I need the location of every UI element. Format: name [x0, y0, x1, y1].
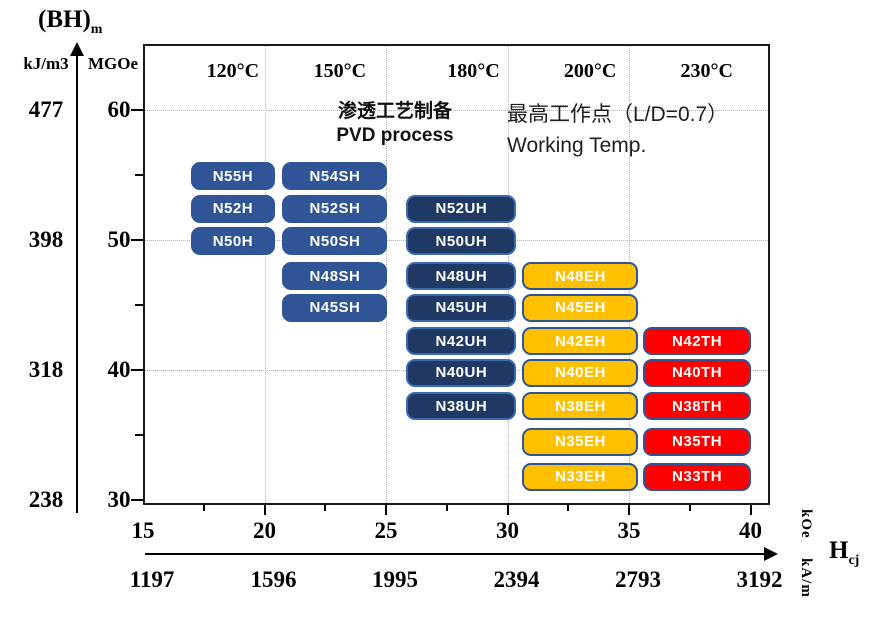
- y-tick-label-mgoe: 40: [107, 357, 131, 382]
- y-minor-tick: [135, 304, 143, 306]
- grade-badge: N48EH: [522, 262, 639, 291]
- y-axis-arrowhead-icon: [70, 42, 84, 56]
- grade-badge: N42UH: [406, 327, 517, 356]
- x-axis-arrowhead-icon: [764, 547, 778, 561]
- x-minor-tick: [202, 505, 205, 511]
- y-tick-label-kjm3: 238: [28, 487, 64, 512]
- grade-badge: N35EH: [522, 427, 639, 456]
- grade-badge: N40EH: [522, 358, 639, 387]
- grade-badge: N40UH: [406, 358, 517, 387]
- grade-badge: N38TH: [643, 392, 752, 421]
- y-axis-arrow-line: [76, 54, 78, 513]
- annotation-working-temp: 最高工作点（L/D=0.7） Working Temp.: [507, 99, 777, 161]
- grade-badge: N45SH: [282, 293, 388, 322]
- y-minor-tick: [135, 434, 143, 436]
- annotation-pvd-cn: 渗透工艺制备: [337, 101, 452, 122]
- y-tick-label-kjm3: 477: [28, 97, 64, 122]
- x-tick-label-koe: 20: [253, 518, 276, 543]
- annotation-pvd-process: 渗透工艺制备 PVD process: [299, 100, 491, 148]
- grade-badge: N33TH: [643, 462, 752, 491]
- temp-column-header: 200°C: [563, 60, 617, 82]
- grade-badge: N38UH: [406, 392, 517, 421]
- x-major-tick: [385, 505, 387, 515]
- y-tick-label-mgoe: 60: [107, 97, 131, 122]
- x-tick-label-koe: 25: [374, 518, 398, 543]
- x-tick-label-kam: 1197: [129, 567, 175, 592]
- x-tick-label-kam: 1596: [250, 567, 297, 592]
- x-tick-label-koe: 30: [496, 518, 519, 543]
- y-tick-label-kjm3: 318: [28, 357, 64, 382]
- grade-badge: N45EH: [522, 293, 639, 322]
- temp-column-header: 150°C: [313, 60, 367, 82]
- grade-badge: N48SH: [282, 262, 388, 291]
- x-tick-label-kam: 2793: [615, 567, 661, 592]
- y-major-tick: [131, 109, 143, 111]
- horizontal-gridline: [143, 110, 770, 111]
- x-axis-unit-koe: kOe: [798, 509, 814, 539]
- grade-badge: N50SH: [282, 227, 388, 256]
- grade-badge: N54SH: [282, 162, 388, 191]
- grade-badge: N35TH: [643, 427, 752, 456]
- plot-area: [143, 44, 770, 505]
- x-major-tick: [506, 505, 509, 515]
- x-tick-label-kam: 1995: [372, 567, 418, 592]
- grade-badge: N45UH: [406, 293, 517, 322]
- y-axis-title-main: (BH): [38, 6, 91, 33]
- annotation-working-en: Working Temp.: [507, 134, 647, 157]
- x-axis-title-sub: cj: [848, 553, 860, 568]
- temp-column-header: 120°C: [206, 60, 260, 82]
- y-axis-title-sub: m: [90, 22, 103, 37]
- grade-badge: N42EH: [522, 327, 639, 356]
- grade-badge: N52SH: [282, 194, 388, 223]
- x-tick-label-kam: 2394: [493, 567, 540, 592]
- x-major-tick: [628, 505, 630, 515]
- y-axis-unit-mgoe: MGOe: [87, 54, 139, 73]
- grade-badge: N50H: [190, 227, 275, 256]
- y-major-tick: [131, 369, 143, 371]
- grade-badge: N48UH: [406, 262, 517, 291]
- x-major-tick: [749, 505, 752, 515]
- y-tick-label-mgoe: 30: [107, 487, 131, 512]
- grade-badge: N38EH: [522, 392, 639, 421]
- x-axis-title: Hcj: [829, 537, 859, 569]
- grade-badge: N52H: [190, 194, 275, 223]
- y-axis-unit-kjm3: kJ/m3: [23, 54, 69, 73]
- annotation-working-cn: 最高工作点（L/D=0.7）: [507, 103, 729, 126]
- x-major-tick: [263, 505, 266, 515]
- temp-column-header: 230°C: [680, 60, 733, 82]
- y-tick-label-kjm3: 398: [28, 227, 64, 252]
- x-tick-label-koe: 15: [131, 518, 155, 543]
- y-minor-tick: [135, 174, 143, 176]
- x-minor-tick: [567, 505, 570, 511]
- x-axis-unit-kam: kA/m: [798, 558, 814, 598]
- grade-badge: N42TH: [643, 327, 752, 356]
- y-tick-label-mgoe: 50: [107, 227, 131, 252]
- y-major-tick: [131, 239, 143, 241]
- vertical-gridline: [264, 44, 266, 505]
- x-minor-tick: [688, 505, 691, 511]
- x-minor-tick: [445, 505, 448, 511]
- y-major-tick: [131, 499, 143, 501]
- x-axis-arrow-line: [145, 553, 766, 555]
- y-axis-title: (BH)m: [38, 6, 102, 38]
- grade-badge: N52UH: [406, 194, 517, 223]
- x-minor-tick: [324, 505, 327, 511]
- x-tick-label-koe: 40: [739, 518, 762, 543]
- x-tick-label-koe: 35: [617, 518, 641, 543]
- temp-column-header: 180°C: [447, 60, 500, 82]
- grade-badge: N33EH: [522, 462, 639, 491]
- x-tick-label-kam: 3192: [736, 567, 783, 592]
- annotation-pvd-en: PVD process: [336, 125, 454, 146]
- x-axis-title-main: H: [829, 537, 849, 564]
- grade-badge: N50UH: [406, 227, 517, 256]
- grade-badge: N40TH: [643, 358, 752, 387]
- grade-badge: N55H: [190, 162, 275, 191]
